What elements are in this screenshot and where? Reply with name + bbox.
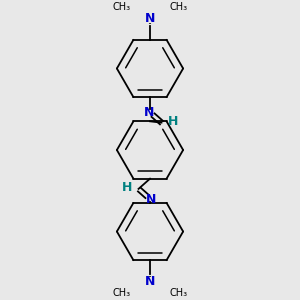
Text: N: N <box>145 11 155 25</box>
Text: CH₃: CH₃ <box>113 2 131 12</box>
Text: H: H <box>122 181 132 194</box>
Text: CH₃: CH₃ <box>169 2 187 12</box>
Text: N: N <box>143 106 154 119</box>
Text: H: H <box>168 115 178 128</box>
Text: N: N <box>146 193 157 206</box>
Text: CH₃: CH₃ <box>169 288 187 298</box>
Text: N: N <box>145 275 155 289</box>
Text: CH₃: CH₃ <box>113 288 131 298</box>
